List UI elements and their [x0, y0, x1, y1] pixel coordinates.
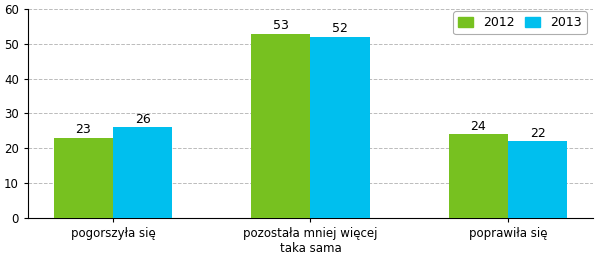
- Text: 53: 53: [273, 19, 289, 32]
- Bar: [508, 141, 567, 218]
- Bar: [251, 33, 310, 218]
- Text: 23: 23: [75, 123, 91, 136]
- Text: 52: 52: [332, 22, 348, 35]
- Text: 22: 22: [530, 127, 546, 140]
- Text: 24: 24: [470, 120, 486, 133]
- Bar: [449, 134, 508, 218]
- Bar: [113, 127, 172, 218]
- Text: 26: 26: [135, 113, 150, 126]
- Bar: [54, 138, 113, 218]
- Legend: 2012, 2013: 2012, 2013: [453, 11, 587, 34]
- Bar: [310, 37, 370, 218]
